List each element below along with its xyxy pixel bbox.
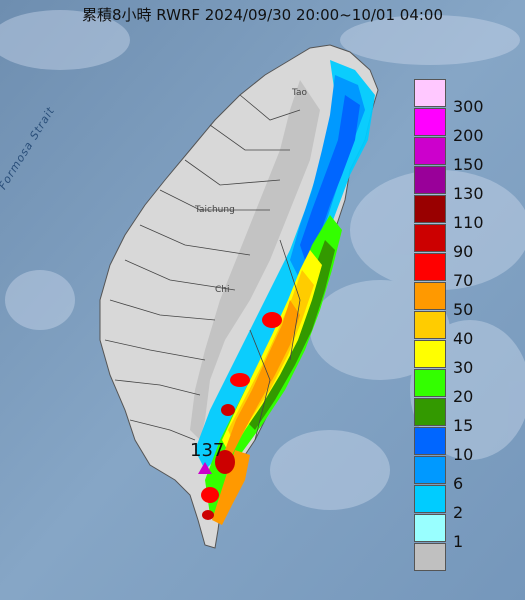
legend-swatch — [414, 282, 446, 310]
legend-label: 70 — [453, 271, 474, 290]
legend-swatch — [414, 195, 446, 223]
legend-swatch — [414, 369, 446, 397]
legend-label: 40 — [453, 329, 474, 348]
place-label-taichung: Taichung — [195, 205, 235, 215]
legend-swatch — [414, 166, 446, 194]
legend-label: 130 — [453, 184, 484, 203]
max-value-label: 137 — [190, 440, 225, 461]
legend-swatch — [414, 340, 446, 368]
legend-label: 150 — [453, 155, 484, 174]
legend-swatch — [414, 108, 446, 136]
legend-label: 110 — [453, 213, 484, 232]
legend-label: 1 — [453, 532, 464, 551]
legend-label: 200 — [453, 126, 484, 145]
legend-label: 2 — [453, 503, 464, 522]
legend-label: 20 — [453, 387, 474, 406]
legend-swatch — [414, 543, 446, 571]
legend-label: 10 — [453, 445, 474, 464]
legend-swatch — [414, 485, 446, 513]
legend-label: 6 — [453, 474, 464, 493]
legend-label: 90 — [453, 242, 474, 261]
legend-swatch — [414, 224, 446, 252]
rainfall-legend: 300 200 150 130 110 90 70 50 40 30 20 15 10 6 2 1 — [413, 79, 520, 571]
legend-swatch — [414, 137, 446, 165]
legend-swatch — [414, 253, 446, 281]
place-label-central: Chi — [215, 285, 230, 295]
legend-swatch — [414, 398, 446, 426]
legend-swatch — [414, 427, 446, 455]
legend-swatch — [414, 456, 446, 484]
map-title: 累積8小時 RWRF 2024/09/30 20:00~10/01 04:00 — [81, 6, 444, 24]
max-value-marker-icon — [198, 462, 212, 474]
place-label-north: Tao — [292, 88, 308, 98]
legend-label: 50 — [453, 300, 474, 319]
legend-label: 300 — [453, 97, 484, 116]
legend-label: 30 — [453, 358, 474, 377]
legend-swatch — [414, 79, 446, 107]
legend-label: 15 — [453, 416, 474, 435]
legend-swatch — [414, 311, 446, 339]
legend-swatch — [414, 514, 446, 542]
